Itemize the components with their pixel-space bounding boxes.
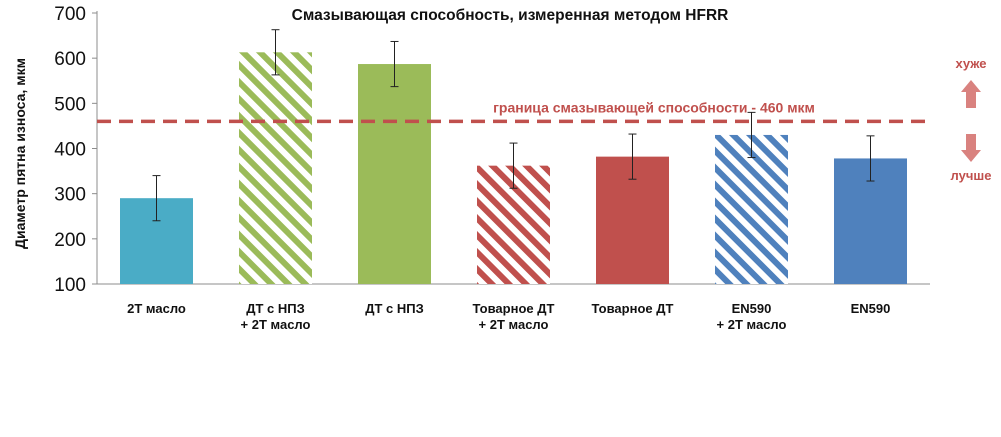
category-label-6: EN590 + 2Т масло [717, 301, 787, 332]
category-label-line: 2Т масло [127, 301, 186, 316]
category-label-7: EN590 [851, 301, 891, 316]
better-label: лучше [951, 168, 992, 183]
error-bar-3 [390, 40, 399, 88]
y-tick-label: 700 [54, 4, 86, 25]
chart-title: Смазывающая способность, измеренная мето… [292, 7, 729, 24]
y-tick-label: 500 [54, 94, 86, 115]
category-label-line: Товарное ДТ [592, 301, 674, 316]
category-label-line: Товарное ДТ [473, 301, 555, 316]
category-label-line: ДТ с НПЗ [365, 301, 424, 316]
arrow-down-icon [961, 134, 981, 162]
worse-label: хуже [955, 56, 986, 71]
bar-3 [358, 64, 431, 284]
category-label-line: + 2Т масло [241, 317, 311, 332]
threshold-label: граница смазывающей способности - 460 мк… [493, 99, 815, 115]
category-label-line: + 2Т масло [479, 317, 549, 332]
error-bar-6 [747, 111, 756, 159]
category-label-line: ДТ с НПЗ [246, 301, 305, 316]
bar-6 [715, 134, 788, 284]
bars-layer [120, 52, 907, 284]
annotation-layer: хуже лучше [951, 56, 992, 183]
arrow-up-icon [961, 80, 981, 108]
y-tick-label: 200 [54, 230, 86, 251]
y-tick-label: 300 [54, 185, 86, 206]
error-bar-1 [152, 175, 161, 222]
axis-layer: 100 200 300 400 500 600 700 [54, 4, 930, 296]
category-label-5: Товарное ДТ [592, 301, 674, 316]
category-label-4: Товарное ДТ + 2Т масло [473, 301, 555, 332]
error-bar-4 [509, 142, 518, 189]
y-axis-label: Диаметр пятна износа, мкм [12, 58, 28, 249]
category-label-2: ДТ с НПЗ + 2Т масло [241, 301, 311, 332]
error-bars-layer [152, 29, 875, 222]
bar-2 [239, 52, 312, 284]
category-label-line: EN590 [851, 301, 891, 316]
category-label-1: 2Т масло [127, 301, 186, 316]
y-tick-label: 100 [54, 275, 86, 296]
error-bar-2 [271, 29, 280, 76]
category-label-line: EN590 [732, 301, 772, 316]
threshold-layer: граница смазывающей способности - 460 мк… [97, 99, 930, 124]
y-tick-label: 400 [54, 140, 86, 161]
y-tick-label: 600 [54, 49, 86, 70]
category-label-3: ДТ с НПЗ [365, 301, 424, 316]
error-bar-5 [628, 133, 637, 180]
error-bar-7 [866, 135, 875, 182]
category-label-line: + 2Т масло [717, 317, 787, 332]
